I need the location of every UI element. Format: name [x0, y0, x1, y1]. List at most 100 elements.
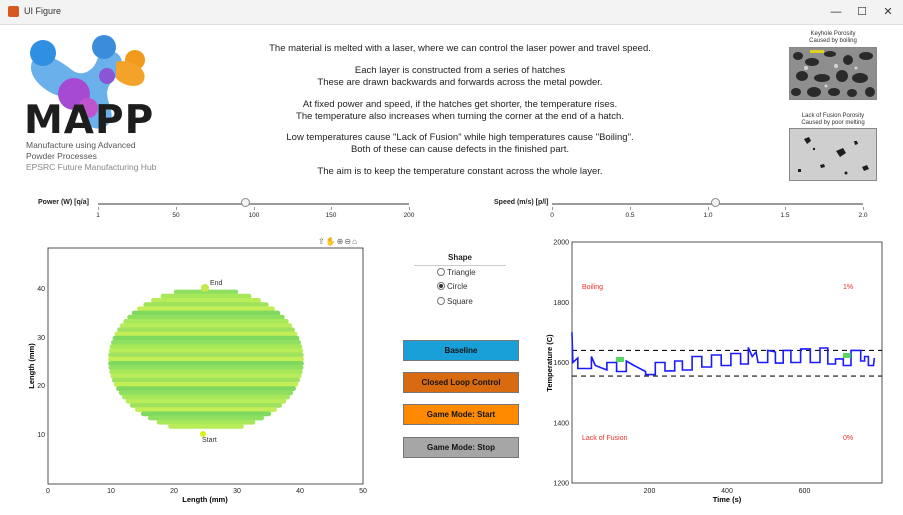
hatch-line: [116, 386, 296, 391]
x-tick-label: 40: [296, 488, 304, 495]
hatch-line: [112, 335, 300, 341]
hatch-line: [131, 310, 281, 316]
x-tick-label: 20: [170, 488, 178, 495]
x-tick-label: 400: [721, 488, 733, 495]
hatch-line: [127, 314, 285, 320]
radio-label: Triangle: [447, 268, 476, 277]
hatch-line: [118, 390, 294, 396]
hatch-line: [108, 361, 304, 366]
game-mode-stop-button[interactable]: Game Mode: Stop: [403, 437, 519, 458]
keyhole-porosity-image: [789, 47, 877, 100]
chart-y-label: Temperature (C): [545, 334, 554, 392]
mapp-logo-graphic: [30, 35, 145, 129]
power-tick-label: 150: [325, 212, 337, 219]
melt-pool-plot: End Start 0 10 20 30 40 50 10 20 30 40 L…: [27, 247, 367, 504]
radio-circle-icon: [437, 281, 445, 290]
start-label: Start: [202, 437, 217, 444]
power-slider-label: Power (W) [q/a]: [38, 199, 89, 206]
x-tick-label: 30: [233, 488, 241, 495]
close-button[interactable]: ✕: [883, 6, 893, 18]
lof-subtitle: Caused by poor melting: [801, 120, 865, 126]
x-axis-label: Length (mm): [182, 495, 228, 504]
hatch-line: [129, 403, 283, 408]
speed-slider-label: Speed (m/s) [p/l]: [494, 199, 549, 206]
description-line-2: Each layer is constructed from a series …: [354, 65, 566, 76]
minimize-button[interactable]: —: [830, 6, 842, 18]
lack-of-fusion-percent: 0%: [843, 435, 853, 442]
x-tick-label: 50: [359, 488, 367, 495]
boiling-percent: 1%: [843, 284, 853, 291]
maximize-button[interactable]: ☐: [857, 6, 867, 18]
keyhole-subtitle: Caused by boiling: [809, 38, 857, 44]
hatch-line: [134, 407, 278, 412]
speed-tick-label: 1.0: [703, 212, 713, 219]
speed-tick-label: 0: [550, 212, 554, 219]
hatch-line: [173, 289, 239, 295]
x-tick-label: 600: [799, 488, 811, 495]
power-tick-mark: [331, 207, 332, 210]
window-title: UI Figure: [24, 6, 62, 16]
lof-title: Lack of Fusion Porosity: [801, 113, 865, 119]
speed-slider-thumb[interactable]: [711, 198, 721, 207]
y-tick-label: 1600: [553, 360, 569, 367]
power-tick-label: 100: [248, 212, 260, 219]
hatch-line: [110, 373, 302, 379]
hatch-marker: [843, 353, 851, 358]
speed-tick-mark: [552, 207, 553, 210]
hatch-region: [108, 289, 304, 429]
hatch-line: [117, 327, 295, 333]
logo-wordmark: MAPP: [24, 98, 155, 143]
hatch-line: [125, 398, 287, 404]
speed-slider-track[interactable]: [552, 203, 863, 205]
hatch-line: [109, 344, 303, 349]
power-slider-track[interactable]: [98, 203, 409, 205]
description-line-6: Low temperatures cause "Lack of Fusion" …: [286, 132, 634, 143]
speed-tick-mark: [630, 207, 631, 210]
speed-tick-mark: [863, 207, 864, 210]
hatch-line: [137, 306, 275, 312]
hatch-line: [143, 302, 269, 307]
description-line-1: The material is melted with a laser, whe…: [269, 43, 651, 54]
power-tick-label: 200: [403, 212, 415, 219]
hatch-line: [121, 394, 291, 400]
x-tick-label: 0: [46, 488, 50, 495]
y-tick-label: 1200: [553, 481, 569, 488]
radio-circle-icon: [437, 267, 445, 276]
y-axis-label: Length (mm): [27, 343, 36, 389]
description-line-7: Both of these can cause defects in the f…: [350, 144, 570, 155]
y-tick-label: 1400: [553, 420, 569, 427]
axes-toolbar-icons[interactable]: ⇪✋⊕⊖⌂: [318, 237, 358, 246]
temperature-series-line: [571, 332, 876, 376]
hatch-line: [108, 348, 304, 354]
hatch-line: [109, 369, 303, 375]
description-line-5: The temperature also increases when turn…: [296, 111, 624, 122]
radio-circle-icon: [437, 296, 445, 305]
hatch-line: [160, 293, 252, 299]
hatch-line: [111, 377, 301, 383]
logo-subtitle-3: EPSRC Future Manufacturing Hub: [26, 162, 157, 172]
matlab-app-icon: [8, 6, 19, 17]
x-tick-label: 200: [644, 488, 656, 495]
y-tick-label: 40: [37, 286, 45, 293]
hatch-line: [114, 331, 298, 337]
power-tick-mark: [254, 207, 255, 210]
hatch-line: [108, 356, 304, 362]
y-tick-label: 10: [37, 432, 45, 439]
logo-subtitle-2: Powder Processes: [26, 151, 97, 161]
closed-loop-control-button[interactable]: Closed Loop Control: [403, 372, 519, 393]
y-tick-label: 2000: [553, 240, 569, 247]
hatch-marker: [616, 357, 624, 362]
keyhole-title: Keyhole Porosity: [810, 31, 856, 37]
game-mode-start-button[interactable]: Game Mode: Start: [403, 404, 519, 425]
power-slider-thumb[interactable]: [240, 198, 250, 207]
radio-circle[interactable]: Circle: [437, 281, 467, 291]
start-marker: [200, 431, 206, 437]
baseline-button[interactable]: Baseline: [403, 340, 519, 361]
power-tick-label: 50: [172, 212, 180, 219]
radio-triangle[interactable]: Triangle: [437, 267, 476, 277]
hatch-line: [156, 419, 256, 425]
power-tick-label: 1: [96, 212, 100, 219]
description-line-4: At fixed power and speed, if the hatches…: [302, 99, 618, 110]
radio-square[interactable]: Square: [437, 296, 473, 306]
hatch-line: [147, 415, 265, 421]
